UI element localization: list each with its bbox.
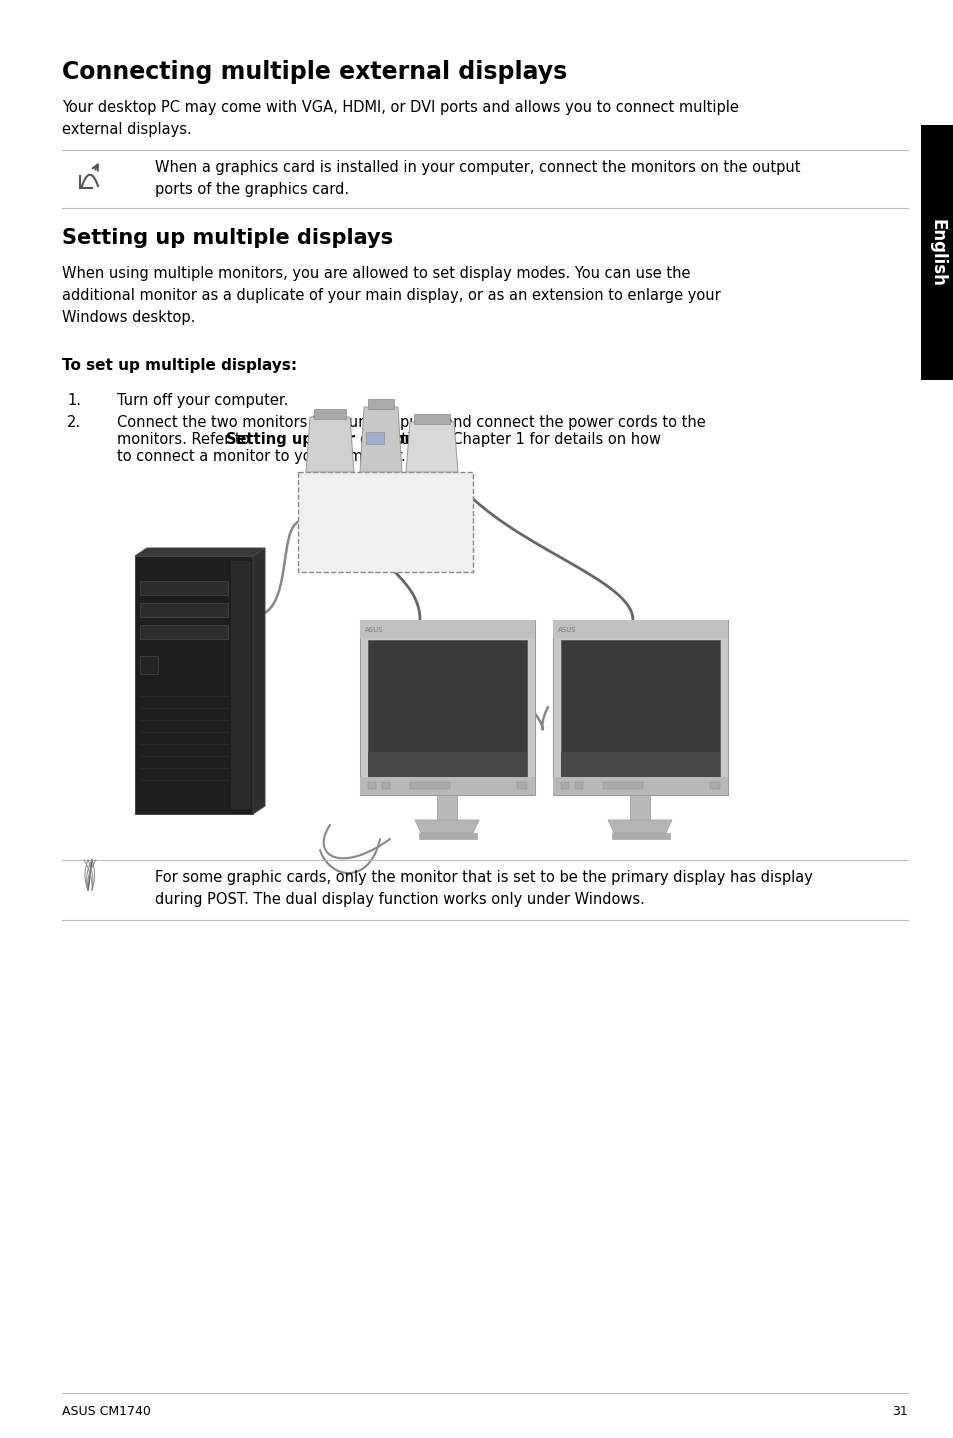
Polygon shape [406,421,457,472]
Bar [368,782,375,789]
Bar [368,752,526,777]
Polygon shape [359,407,401,472]
Text: When using multiple monitors, you are allowed to set display modes. You can use : When using multiple monitors, you are al… [62,266,720,325]
Bar [602,782,642,789]
Bar [140,626,228,638]
Bar [560,782,568,789]
Bar [359,620,535,638]
Bar [314,408,346,418]
Bar [517,782,526,789]
Bar [418,833,476,838]
Bar [381,782,390,789]
Bar [414,414,450,424]
Text: section in Chapter 1 for details on how: section in Chapter 1 for details on how [372,431,659,447]
Bar [366,431,384,444]
Bar [612,833,669,838]
Text: to connect a monitor to your computer.: to connect a monitor to your computer. [117,449,405,464]
Polygon shape [253,548,265,814]
Text: monitors. Refer to: monitors. Refer to [117,431,253,447]
Bar [436,795,456,820]
Text: Setting up your computer: Setting up your computer [226,431,438,447]
Text: Connect the two monitors to your computer and connect the power cords to the: Connect the two monitors to your compute… [117,416,705,430]
Bar [575,782,582,789]
Bar [553,620,727,795]
Bar [560,752,720,777]
Text: 31: 31 [891,1405,907,1418]
Bar [140,656,158,674]
Text: Turn off your computer.: Turn off your computer. [117,393,288,408]
Bar [560,640,720,777]
Bar [359,620,535,795]
Bar [709,782,720,789]
Bar [359,777,535,795]
Text: To set up multiple displays:: To set up multiple displays: [62,358,296,372]
Bar [297,472,473,572]
Text: English: English [927,219,945,286]
Bar [135,557,253,814]
Polygon shape [306,417,354,472]
Bar [140,603,228,617]
Bar [553,620,727,638]
Text: ASUS: ASUS [558,627,576,633]
Text: When a graphics card is installed in your computer, connect the monitors on the : When a graphics card is installed in you… [154,160,800,197]
Text: For some graphic cards, only the monitor that is set to be the primary display h: For some graphic cards, only the monitor… [154,870,812,907]
Text: Connecting multiple external displays: Connecting multiple external displays [62,60,567,83]
Text: ASUS CM1740: ASUS CM1740 [62,1405,151,1418]
Bar [920,125,953,380]
Polygon shape [607,820,671,833]
Polygon shape [135,548,265,557]
Bar [368,398,394,408]
Text: ASUS: ASUS [365,627,383,633]
Bar [629,795,649,820]
Bar [553,777,727,795]
Polygon shape [415,820,478,833]
Bar [368,640,526,777]
Bar [231,561,251,810]
Text: Your desktop PC may come with VGA, HDMI, or DVI ports and allows you to connect : Your desktop PC may come with VGA, HDMI,… [62,101,739,137]
Bar [410,782,450,789]
Bar [140,581,228,595]
Text: Setting up multiple displays: Setting up multiple displays [62,229,393,247]
Text: 2.: 2. [67,416,81,430]
Text: 1.: 1. [67,393,81,408]
